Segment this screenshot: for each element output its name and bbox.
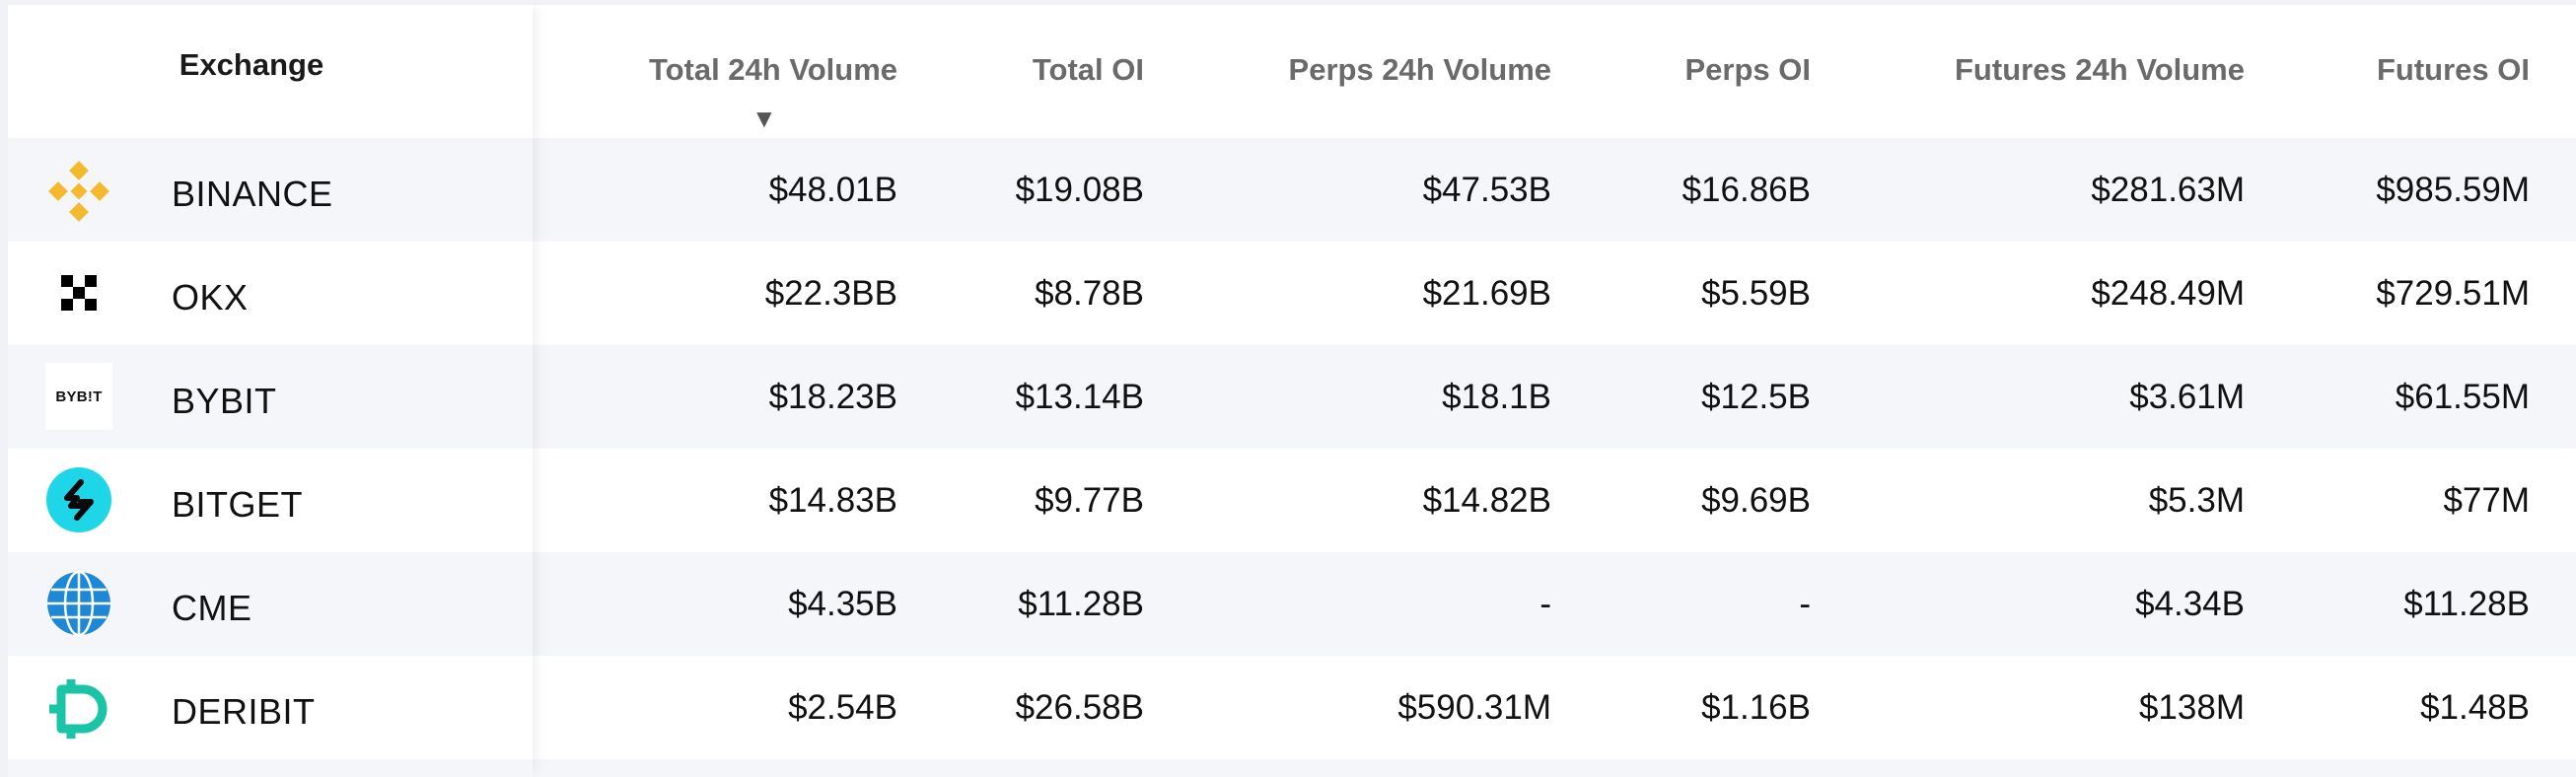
total-volume-cell: $18.23B [768,377,897,416]
exchange-cell[interactable]: BYB!T BYBIT [0,345,533,449]
perps-oi-cell: $1.16B [1701,687,1811,727]
futures-oi-cell: $1.48B [2420,687,2530,727]
sort-desc-icon[interactable]: ▼ [751,104,777,133]
perps-volume-cell: $14.82B [1422,480,1551,520]
header-futures-oi[interactable]: Futures OI [2376,52,2530,87]
total-oi-cell: $11.28B [1018,584,1144,623]
exchange-name[interactable]: OKX [172,277,249,318]
futures-volume-cell: $3.61M [2129,377,2245,416]
futures-volume-cell: $4.34B [2135,584,2245,623]
exchange-cell[interactable]: CME [0,552,533,656]
total-volume-cell: $4.35B [788,584,897,623]
total-volume-cell: $2.54B [788,687,897,727]
perps-volume-cell: $18.1B [1442,377,1551,416]
table-left-border [0,0,8,777]
futures-volume-cell: $281.63M [2091,170,2245,209]
exchange-column: Exchange BINANCE [0,0,533,777]
perps-volume-cell: $47.53B [1422,170,1551,209]
header-futures-volume[interactable]: Futures 24h Volume [1955,52,2245,87]
exchange-name[interactable]: BYBIT [172,381,277,421]
total-oi-cell: $8.78B [1035,273,1144,313]
header-perps-oi[interactable]: Perps OI [1684,52,1812,87]
perps-volume-cell: $590.31M [1397,687,1551,727]
exchange-cell[interactable]: OKX [0,242,533,345]
perps-oi-cell: $9.69B [1701,480,1811,520]
bitget-logo-icon [46,467,111,532]
perps-oi-cell: $5.59B [1701,273,1811,313]
header-total-volume[interactable]: Total 24h Volume [648,52,897,87]
exchange-cell-partial [0,759,533,777]
futures-oi-cell: $985.59M [2376,170,2530,209]
exchange-cell[interactable]: BINANCE [0,138,533,242]
futures-volume-cell: $138M [2138,687,2245,727]
total-oi-cell: $19.08B [1015,170,1144,209]
bybit-logo-icon: BYB!T [45,363,112,430]
perps-volume-cell: $21.69B [1422,273,1551,313]
futures-oi-cell: $729.51M [2376,273,2530,313]
binance-logo-icon [48,161,109,222]
exchange-name[interactable]: BINANCE [172,174,333,214]
exchange-cell[interactable]: BITGET [0,449,533,552]
total-volume-cell: $22.3BB [764,273,897,313]
table-row-partial [0,759,2576,777]
perps-oi-cell: - [1799,584,1811,623]
cme-globe-logo-icon [47,570,110,637]
header-exchange[interactable]: Exchange [179,47,324,82]
total-oi-cell: $13.14B [1015,377,1144,416]
header-total-oi[interactable]: Total OI [1032,52,1144,87]
okx-logo-icon [61,275,97,311]
total-oi-cell: $26.58B [1015,687,1144,727]
total-volume-cell: $14.83B [768,480,897,520]
total-volume-cell: $48.01B [768,170,897,209]
header-perps-volume[interactable]: Perps 24h Volume [1288,52,1551,87]
exchange-name[interactable]: DERIBIT [172,691,316,732]
exchange-name[interactable]: BITGET [172,484,304,525]
futures-volume-cell: $248.49M [2091,273,2245,313]
futures-oi-cell: $11.28B [2403,584,2530,623]
deribit-logo-icon [49,679,107,739]
exchange-header-cell[interactable]: Exchange [0,0,533,138]
perps-oi-cell: $16.86B [1682,170,1811,209]
futures-oi-cell: $77M [2443,480,2530,520]
perps-volume-cell: - [1539,584,1551,623]
futures-oi-cell: $61.55M [2395,377,2530,416]
futures-volume-cell: $5.3M [2148,480,2245,520]
exchange-name[interactable]: CME [172,588,252,628]
exchange-cell[interactable]: DERIBIT [0,656,533,759]
perps-oi-cell: $12.5B [1701,377,1811,416]
total-oi-cell: $9.77B [1035,480,1144,520]
